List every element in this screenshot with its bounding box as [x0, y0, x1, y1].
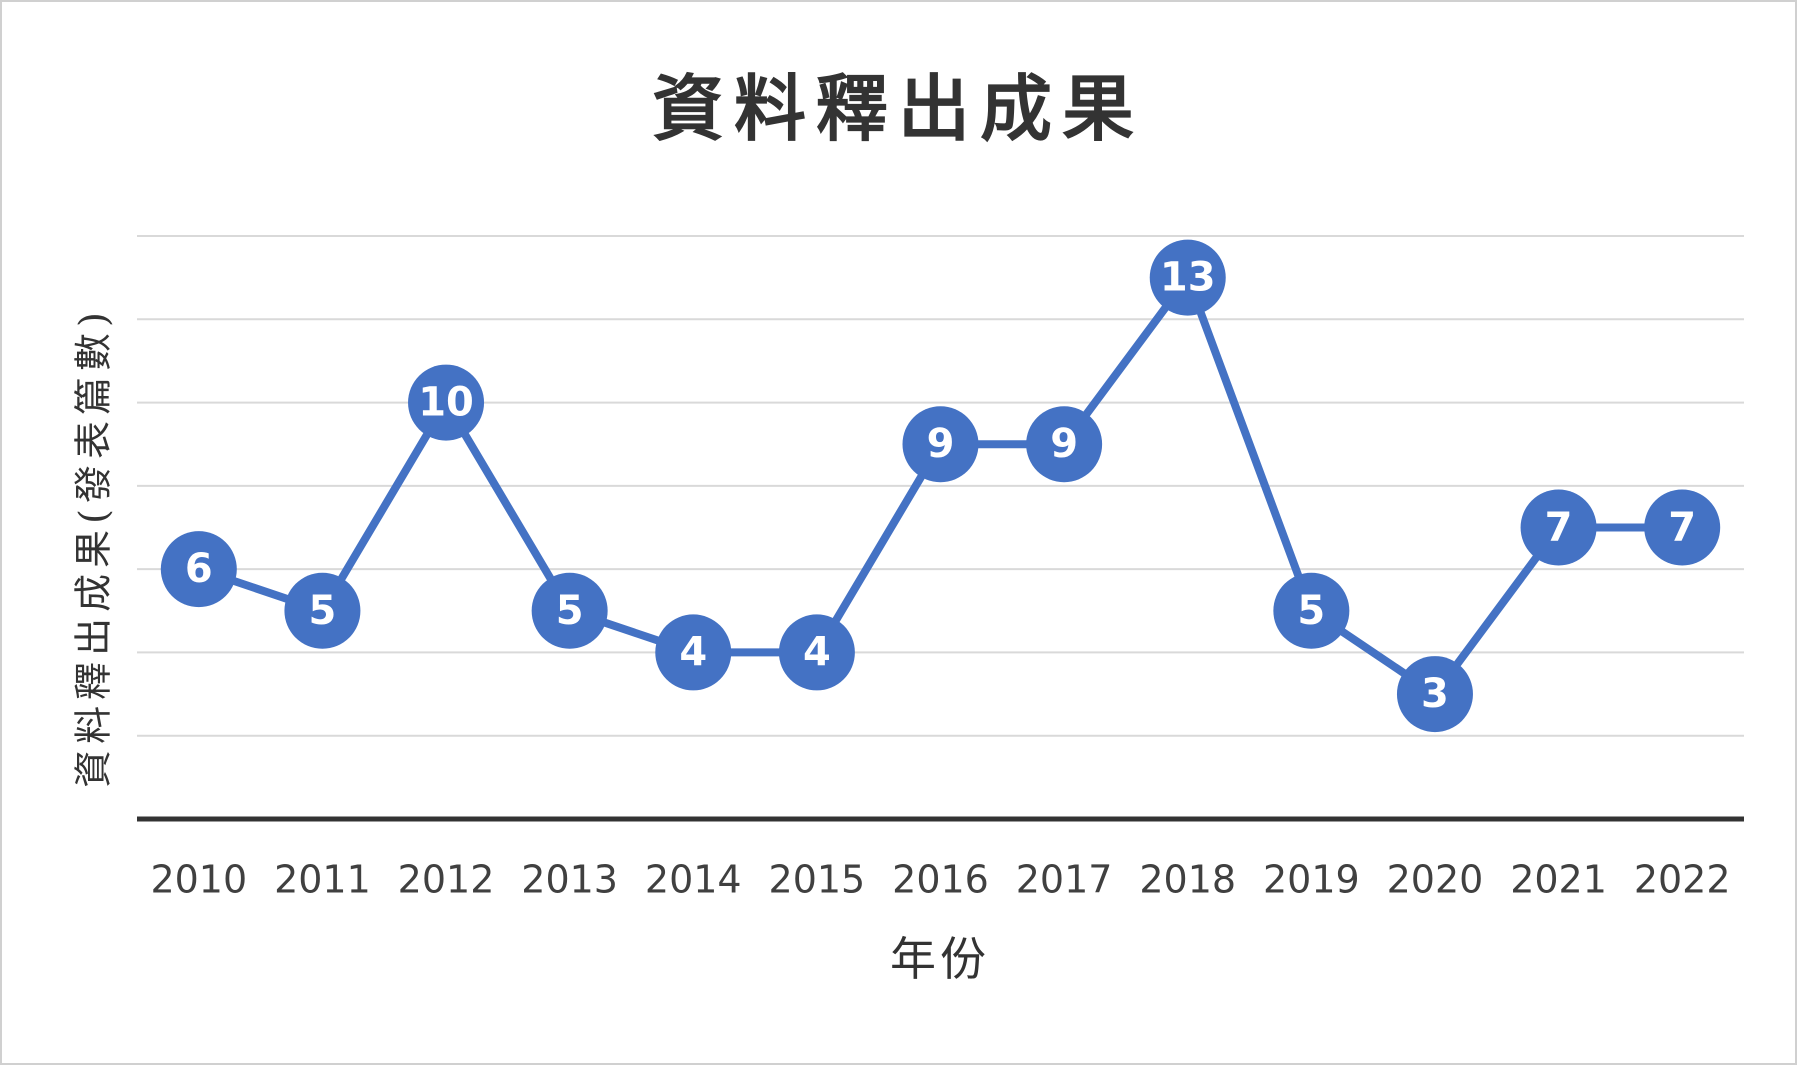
data-point: [655, 614, 732, 691]
data-point: [1644, 489, 1721, 566]
x-tick-label: 2018: [1139, 858, 1236, 902]
x-tick-label: 2021: [1510, 858, 1607, 902]
data-label: 10: [418, 380, 474, 426]
data-point: [531, 572, 608, 649]
data-point: [1520, 489, 1597, 566]
data-label: 7: [1668, 505, 1696, 551]
data-label: 9: [1050, 421, 1078, 467]
data-point: [284, 572, 361, 649]
data-label: 3: [1421, 671, 1449, 717]
x-tick-label: 2010: [150, 858, 247, 902]
data-label: 13: [1160, 255, 1216, 301]
data-label: 6: [185, 546, 213, 592]
x-tick-label: 2012: [398, 858, 495, 902]
data-label: 5: [309, 588, 337, 634]
x-tick-label: 2011: [274, 858, 371, 902]
data-point: [160, 531, 237, 608]
data-label: 9: [927, 421, 955, 467]
x-tick-label: 2016: [892, 858, 989, 902]
x-axis-label: 年份: [890, 932, 990, 986]
data-point: [408, 364, 485, 441]
data-label: 5: [1297, 588, 1325, 634]
data-point: [1396, 656, 1473, 733]
y-axis-label: 資料釋出成果(發表篇數): [72, 306, 116, 788]
x-tick-label: 2015: [769, 858, 866, 902]
x-tick-label: 2019: [1263, 858, 1360, 902]
data-label: 7: [1545, 505, 1573, 551]
x-tick-label: 2022: [1634, 858, 1731, 902]
chart-title: 資料釋出成果: [652, 66, 1144, 151]
data-label: 4: [803, 629, 831, 675]
x-tick-label: 2020: [1387, 858, 1484, 902]
data-point: [778, 614, 855, 691]
data-label: 4: [679, 629, 707, 675]
x-tick-label: 2017: [1016, 858, 1113, 902]
data-point: [1149, 239, 1226, 316]
data-point: [902, 406, 979, 483]
x-tick-label: 2014: [645, 858, 742, 902]
data-point: [1026, 406, 1103, 483]
x-tick-label: 2013: [521, 858, 618, 902]
data-point: [1273, 572, 1350, 649]
data-label: 5: [556, 588, 584, 634]
